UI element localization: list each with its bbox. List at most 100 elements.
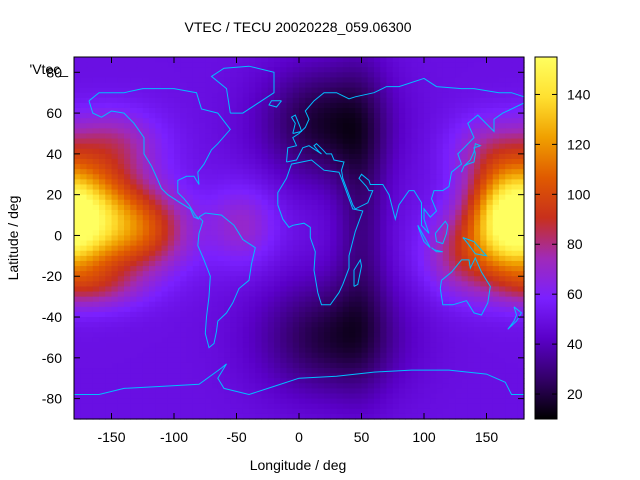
heatmap-cell [142,184,150,191]
heatmap-cell [211,87,219,94]
heatmap-cell [286,153,294,160]
heatmap-cell [242,306,250,313]
heatmap-cell [230,194,238,201]
heatmap-cell [486,199,494,206]
heatmap-cell [286,322,294,328]
heatmap-cell [167,158,175,165]
heatmap-cell [467,87,475,94]
heatmap-cell [399,388,406,395]
heatmap-cell [455,332,463,339]
heatmap-cell [467,92,475,99]
heatmap-cell [267,209,275,216]
heatmap-cell [161,77,169,84]
heatmap-cell [436,388,444,395]
heatmap-cell [142,62,150,68]
heatmap-cell [336,276,344,282]
heatmap-cell [136,225,144,231]
heatmap-cell [436,337,444,344]
heatmap-cell [374,322,381,328]
heatmap-cell [267,327,275,333]
heatmap-cell [455,373,463,379]
heatmap-cell [174,194,181,201]
heatmap-cell [174,342,181,349]
heatmap-cell [386,291,394,298]
heatmap-cell [92,62,100,68]
heatmap-cell [342,342,350,349]
heatmap-cell [242,77,250,84]
heatmap-cell [130,153,138,160]
heatmap-cell [149,347,156,354]
heatmap-cell [430,153,438,160]
heatmap-cell [405,342,413,349]
heatmap-cell [292,199,300,206]
heatmap-cell [336,72,344,78]
heatmap-cell [186,87,194,94]
heatmap-cell [149,245,156,252]
heatmap-cell [511,235,519,242]
heatmap-cell [124,133,131,140]
heatmap-cell [474,296,481,303]
heatmap-cell [324,306,331,313]
heatmap-cell [392,199,400,206]
heatmap-cell [424,322,431,328]
heatmap-cell [367,311,375,318]
heatmap-cell [261,92,269,99]
heatmap-cell [380,266,388,272]
heatmap-cell [442,362,450,369]
heatmap-cell [142,301,150,308]
heatmap-cell [80,189,88,196]
heatmap-cell [105,153,113,160]
heatmap-cell [286,332,294,339]
heatmap-cell [249,383,256,390]
heatmap-cell [186,209,194,216]
heatmap-cell [74,352,81,359]
heatmap-cell [449,332,456,339]
heatmap-cell [236,291,244,298]
heatmap-cell [449,148,456,155]
heatmap-cell [74,138,81,145]
heatmap-cell [411,271,419,277]
heatmap-cell [261,143,269,150]
heatmap-cell [361,362,369,369]
heatmap-cell [392,255,400,262]
heatmap-cell [236,296,244,303]
heatmap-cell [511,245,519,252]
heatmap-cell [124,383,131,390]
heatmap-cell [311,204,319,211]
heatmap-cell [249,215,256,221]
heatmap-cell [405,322,413,328]
heatmap-cell [230,286,238,293]
heatmap-cell [224,189,231,196]
heatmap-cell [286,169,294,175]
heatmap-cell [380,179,388,186]
heatmap-cell [455,357,463,364]
heatmap-cell [361,204,369,211]
heatmap-cell [142,281,150,288]
heatmap-cell [330,179,338,186]
heatmap-cell [105,245,113,252]
heatmap-cell [130,301,138,308]
heatmap-cell [430,332,438,339]
heatmap-cell [305,158,313,165]
heatmap-cell [117,158,125,165]
heatmap-cell [436,317,444,323]
heatmap-cell [80,174,88,180]
heatmap-cell [430,337,438,344]
heatmap-cell [205,301,213,308]
heatmap-cell [111,123,119,129]
heatmap-cell [442,92,450,99]
heatmap-cell [224,403,231,410]
heatmap-cell [111,286,119,293]
heatmap-cell [311,357,319,364]
heatmap-cell [449,82,456,89]
heatmap-cell [480,102,488,109]
heatmap-cell [330,220,338,226]
heatmap-cell [186,189,194,196]
heatmap-cell [499,383,506,390]
heatmap-cell [155,296,163,303]
heatmap-cell [517,245,525,252]
heatmap-cell [505,123,513,129]
heatmap-cell [117,133,125,140]
heatmap-cell [105,378,113,384]
heatmap-cell [155,286,163,293]
